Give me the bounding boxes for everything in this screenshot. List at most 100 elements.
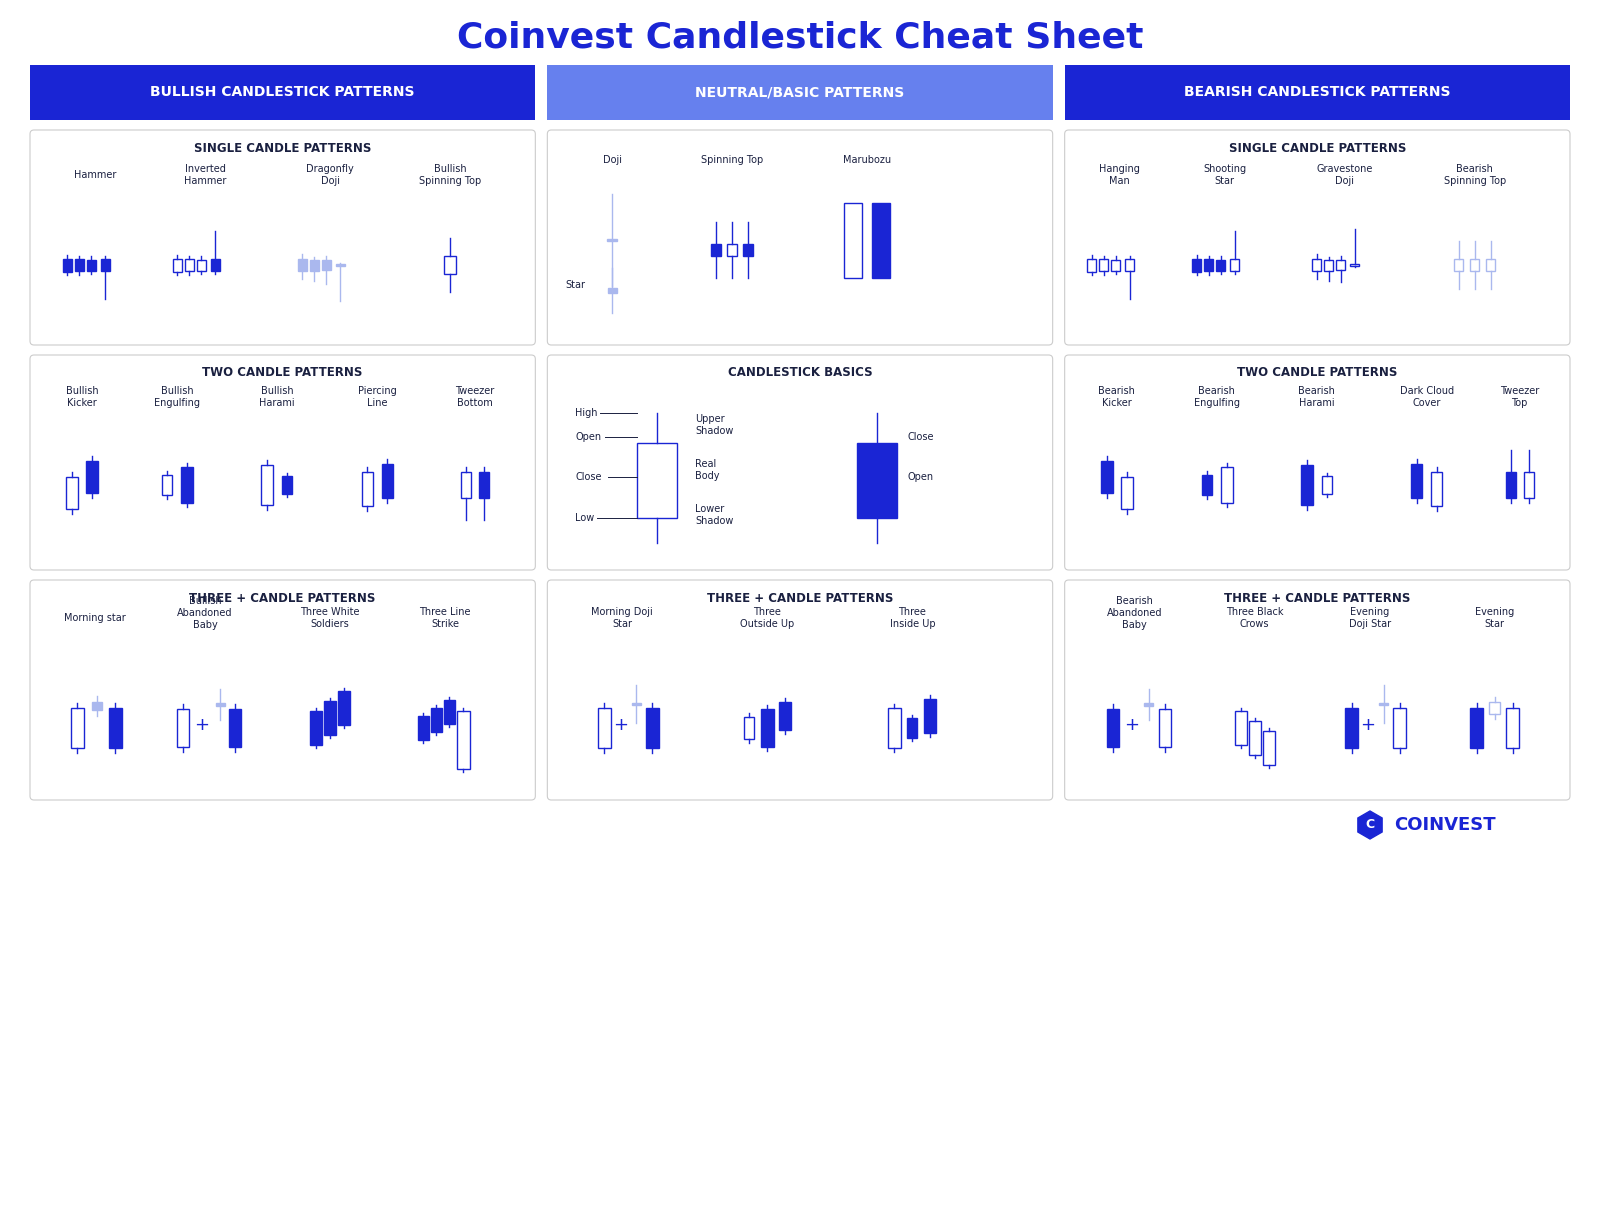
Bar (1411, 464, 1422, 498)
Text: THREE + CANDLE PATTERNS: THREE + CANDLE PATTERNS (707, 591, 893, 604)
Text: +: + (195, 716, 210, 734)
FancyBboxPatch shape (30, 131, 536, 345)
Bar (1490, 702, 1501, 715)
Text: Marubozu: Marubozu (843, 155, 891, 164)
Bar (1221, 467, 1232, 503)
Bar (178, 708, 189, 747)
Text: TWO CANDLE PATTERNS: TWO CANDLE PATTERNS (203, 366, 363, 380)
Bar (744, 717, 754, 739)
Bar (197, 260, 205, 271)
Bar (1506, 472, 1515, 498)
Polygon shape (1358, 811, 1382, 839)
Text: Real
Body: Real Body (696, 459, 720, 481)
Text: BEARISH CANDLESTICK PATTERNS: BEARISH CANDLESTICK PATTERNS (1184, 86, 1451, 99)
Text: TWO CANDLE PATTERNS: TWO CANDLE PATTERNS (1237, 366, 1397, 380)
Bar (1430, 472, 1442, 507)
Text: Close: Close (907, 432, 934, 442)
Text: Dark Cloud
Cover: Dark Cloud Cover (1400, 386, 1454, 407)
Bar (418, 716, 429, 740)
Bar (608, 288, 618, 293)
Bar (637, 442, 677, 517)
Text: Evening
Doji Star: Evening Doji Star (1349, 607, 1390, 629)
Text: Bearish
Harami: Bearish Harami (1298, 386, 1334, 407)
Text: Tweezer
Top: Tweezer Top (1501, 386, 1539, 407)
Text: Bullish
Harami: Bullish Harami (259, 386, 294, 407)
Bar (925, 699, 936, 733)
Text: Inverted
Hammer: Inverted Hammer (184, 164, 226, 186)
Bar (1205, 259, 1213, 271)
Text: Shooting
Star: Shooting Star (1203, 164, 1246, 186)
Text: CANDLESTICK BASICS: CANDLESTICK BASICS (728, 366, 872, 380)
Text: Three White
Soldiers: Three White Soldiers (301, 607, 360, 629)
Bar (1192, 259, 1202, 272)
Bar (109, 708, 122, 748)
Text: Hammer: Hammer (74, 170, 117, 180)
Bar (430, 708, 442, 731)
Bar (1248, 721, 1261, 754)
Text: Three Black
Crows: Three Black Crows (1226, 607, 1283, 629)
Text: Coinvest Candlestick Cheat Sheet: Coinvest Candlestick Cheat Sheet (456, 21, 1144, 54)
Bar (1350, 264, 1358, 266)
Bar (323, 701, 336, 735)
Text: C: C (1365, 818, 1374, 832)
Bar (310, 711, 322, 745)
Bar (907, 718, 917, 737)
Bar (1086, 259, 1096, 272)
Bar (66, 478, 78, 509)
Bar (1523, 472, 1534, 498)
Bar (646, 708, 659, 748)
Bar (1144, 702, 1154, 706)
Bar (872, 202, 890, 278)
Bar (456, 711, 469, 769)
Text: +: + (1360, 716, 1374, 734)
Bar (298, 259, 307, 271)
Bar (181, 467, 194, 503)
FancyBboxPatch shape (547, 580, 1053, 800)
Text: Evening
Star: Evening Star (1475, 607, 1514, 629)
Bar (1470, 708, 1483, 748)
Bar (62, 259, 72, 272)
Bar (1125, 259, 1134, 271)
Bar (261, 465, 274, 505)
Bar (1099, 259, 1109, 271)
Bar (1235, 711, 1246, 745)
Bar (70, 708, 83, 748)
Bar (173, 259, 181, 272)
Text: Morning Doji
Star: Morning Doji Star (592, 607, 653, 629)
Bar (608, 239, 618, 241)
Bar (1216, 260, 1226, 271)
Bar (1470, 259, 1478, 271)
Bar (598, 708, 611, 748)
Bar (1486, 259, 1494, 271)
Bar (1346, 708, 1358, 748)
Bar (1107, 708, 1118, 747)
Bar (779, 702, 792, 730)
Bar (858, 442, 898, 517)
Text: Dragonfly
Doji: Dragonfly Doji (306, 164, 354, 186)
Bar (338, 692, 350, 725)
Bar (1101, 461, 1112, 493)
Bar (381, 464, 392, 498)
Bar (1120, 478, 1133, 509)
Text: Bullish
Kicker: Bullish Kicker (66, 386, 98, 407)
Bar (229, 708, 242, 747)
Text: Bullish
Abandoned
Baby: Bullish Abandoned Baby (178, 596, 232, 630)
Text: Spinning Top: Spinning Top (701, 155, 763, 164)
Bar (1322, 476, 1331, 494)
Text: Three Line
Strike: Three Line Strike (419, 607, 470, 629)
Bar (1379, 702, 1389, 705)
Bar (845, 202, 862, 278)
FancyBboxPatch shape (1064, 131, 1570, 345)
Text: Bullish
Engulfing: Bullish Engulfing (154, 386, 200, 407)
Bar (461, 472, 470, 498)
Text: Three
Inside Up: Three Inside Up (890, 607, 934, 629)
Bar (445, 256, 456, 274)
Bar (162, 475, 173, 494)
Text: Upper
Shadow: Upper Shadow (696, 415, 734, 435)
Bar (86, 260, 96, 271)
Bar (1110, 260, 1120, 271)
Text: High: High (576, 407, 598, 418)
Bar (1394, 708, 1406, 748)
Bar (30, 65, 536, 120)
Text: Star: Star (565, 280, 586, 290)
